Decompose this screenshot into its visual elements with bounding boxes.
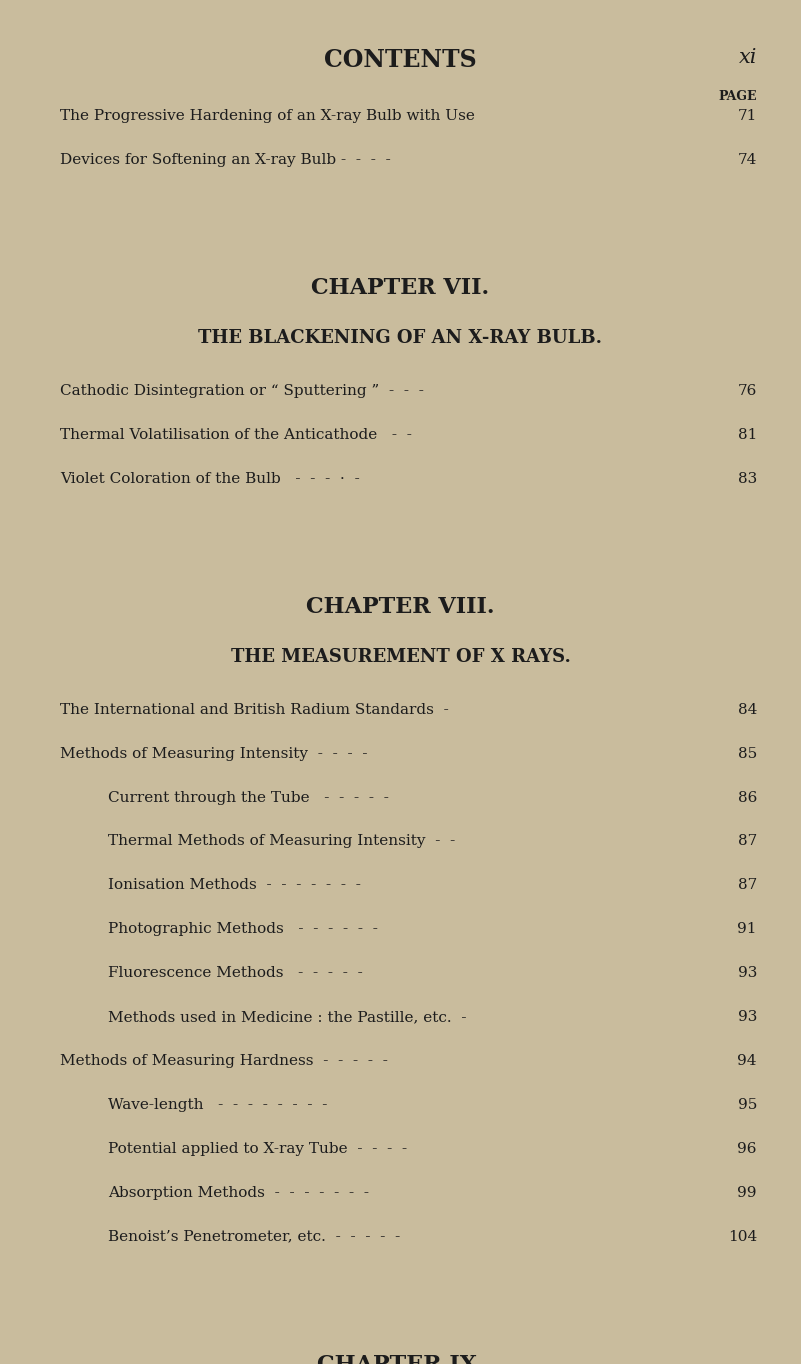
Text: Current through the Tube   -  -  -  -  -: Current through the Tube - - - - - <box>108 791 389 805</box>
Text: 81: 81 <box>738 428 757 442</box>
Text: 96: 96 <box>738 1142 757 1155</box>
Text: Thermal Volatilisation of the Anticathode   -  -: Thermal Volatilisation of the Anticathod… <box>60 428 412 442</box>
Text: CHAPTER IX.: CHAPTER IX. <box>316 1354 485 1364</box>
Text: 71: 71 <box>738 109 757 123</box>
Text: 83: 83 <box>738 472 757 486</box>
Text: 93: 93 <box>738 966 757 981</box>
Text: Wave-length   -  -  -  -  -  -  -  -: Wave-length - - - - - - - - <box>108 1098 328 1112</box>
Text: 87: 87 <box>738 878 757 892</box>
Text: 86: 86 <box>738 791 757 805</box>
Text: 93: 93 <box>738 1011 757 1024</box>
Text: PAGE: PAGE <box>718 90 757 102</box>
Text: Photographic Methods   -  -  -  -  -  -: Photographic Methods - - - - - - <box>108 922 378 936</box>
Text: CHAPTER VIII.: CHAPTER VIII. <box>306 596 495 618</box>
Text: CHAPTER VII.: CHAPTER VII. <box>312 277 489 299</box>
Text: 87: 87 <box>738 835 757 848</box>
Text: Methods used in Medicine : the Pastille, etc.  -: Methods used in Medicine : the Pastille,… <box>108 1011 467 1024</box>
Text: Methods of Measuring Intensity  -  -  -  -: Methods of Measuring Intensity - - - - <box>60 746 368 761</box>
Text: Thermal Methods of Measuring Intensity  -  -: Thermal Methods of Measuring Intensity -… <box>108 835 456 848</box>
Text: Ionisation Methods  -  -  -  -  -  -  -: Ionisation Methods - - - - - - - <box>108 878 361 892</box>
Text: The Progressive Hardening of an X-ray Bulb with Use: The Progressive Hardening of an X-ray Bu… <box>60 109 475 123</box>
Text: THE BLACKENING OF AN X-RAY BULB.: THE BLACKENING OF AN X-RAY BULB. <box>199 329 602 346</box>
Text: Fluorescence Methods   -  -  -  -  -: Fluorescence Methods - - - - - <box>108 966 363 981</box>
Text: 84: 84 <box>738 702 757 716</box>
Text: Methods of Measuring Hardness  -  -  -  -  -: Methods of Measuring Hardness - - - - - <box>60 1054 388 1068</box>
Text: 104: 104 <box>727 1230 757 1244</box>
Text: 85: 85 <box>738 746 757 761</box>
Text: 94: 94 <box>738 1054 757 1068</box>
Text: 99: 99 <box>738 1185 757 1200</box>
Text: THE MEASUREMENT OF X RAYS.: THE MEASUREMENT OF X RAYS. <box>231 648 570 666</box>
Text: Devices for Softening an X-ray Bulb -  -  -  -: Devices for Softening an X-ray Bulb - - … <box>60 153 391 166</box>
Text: 74: 74 <box>738 153 757 166</box>
Text: xi: xi <box>739 48 757 67</box>
Text: Cathodic Disintegration or “ Sputtering ”  -  -  -: Cathodic Disintegration or “ Sputtering … <box>60 383 424 398</box>
Text: Absorption Methods  -  -  -  -  -  -  -: Absorption Methods - - - - - - - <box>108 1185 369 1200</box>
Text: Violet Coloration of the Bulb   -  -  -  ·  -: Violet Coloration of the Bulb - - - · - <box>60 472 360 486</box>
Text: The International and British Radium Standards  -: The International and British Radium Sta… <box>60 702 449 716</box>
Text: Potential applied to X-ray Tube  -  -  -  -: Potential applied to X-ray Tube - - - - <box>108 1142 407 1155</box>
Text: CONTENTS: CONTENTS <box>324 48 477 72</box>
Text: 76: 76 <box>738 383 757 398</box>
Text: Benoist’s Penetrometer, etc.  -  -  -  -  -: Benoist’s Penetrometer, etc. - - - - - <box>108 1230 400 1244</box>
Text: 91: 91 <box>738 922 757 936</box>
Text: 95: 95 <box>738 1098 757 1112</box>
